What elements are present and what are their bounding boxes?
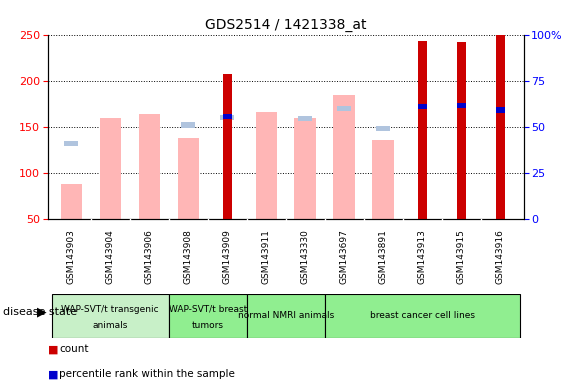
Text: WAP-SVT/t breast: WAP-SVT/t breast [168, 305, 247, 314]
Text: GSM143915: GSM143915 [457, 229, 466, 284]
Bar [181, 122, 195, 127]
Bar [325, 294, 520, 338]
Text: GSM143909: GSM143909 [223, 229, 232, 284]
Text: GSM143906: GSM143906 [145, 229, 154, 284]
Bar [298, 116, 312, 121]
Text: animals: animals [92, 321, 128, 330]
Bar [223, 74, 232, 219]
Text: GSM143916: GSM143916 [495, 229, 504, 284]
Bar [457, 103, 466, 108]
Bar [100, 118, 121, 219]
Text: ▶: ▶ [37, 306, 47, 318]
Text: GSM143891: GSM143891 [379, 229, 388, 284]
Text: count: count [59, 344, 88, 354]
Bar [294, 118, 316, 219]
Bar [61, 184, 82, 219]
Text: GSM143330: GSM143330 [301, 229, 310, 284]
Bar [373, 140, 394, 219]
Text: breast cancer cell lines: breast cancer cell lines [370, 311, 475, 320]
Bar [220, 115, 234, 120]
Text: GSM143911: GSM143911 [262, 229, 271, 284]
Bar [495, 108, 504, 113]
Text: GSM143697: GSM143697 [339, 229, 348, 284]
Text: ■: ■ [48, 369, 59, 379]
Bar [418, 41, 427, 219]
Text: percentile rank within the sample: percentile rank within the sample [59, 369, 235, 379]
Bar [333, 95, 355, 219]
Bar [169, 294, 247, 338]
Bar [223, 114, 232, 119]
Bar [337, 106, 351, 111]
Bar [247, 294, 325, 338]
Bar [418, 104, 427, 109]
Text: GSM143903: GSM143903 [67, 229, 76, 284]
Text: disease state: disease state [3, 307, 77, 317]
Text: normal NMRI animals: normal NMRI animals [238, 311, 334, 320]
Bar [457, 42, 466, 219]
Text: ■: ■ [48, 344, 59, 354]
Bar [138, 114, 160, 219]
Bar [64, 141, 78, 146]
Text: GSM143904: GSM143904 [106, 229, 115, 284]
Bar [177, 138, 199, 219]
Bar [376, 126, 390, 131]
Text: tumors: tumors [192, 321, 224, 330]
Bar [52, 294, 169, 338]
Bar [495, 35, 504, 219]
Text: GSM143908: GSM143908 [184, 229, 193, 284]
Text: WAP-SVT/t transgenic: WAP-SVT/t transgenic [61, 305, 159, 314]
Title: GDS2514 / 1421338_at: GDS2514 / 1421338_at [205, 18, 367, 32]
Bar [256, 112, 277, 219]
Text: GSM143913: GSM143913 [418, 229, 427, 284]
